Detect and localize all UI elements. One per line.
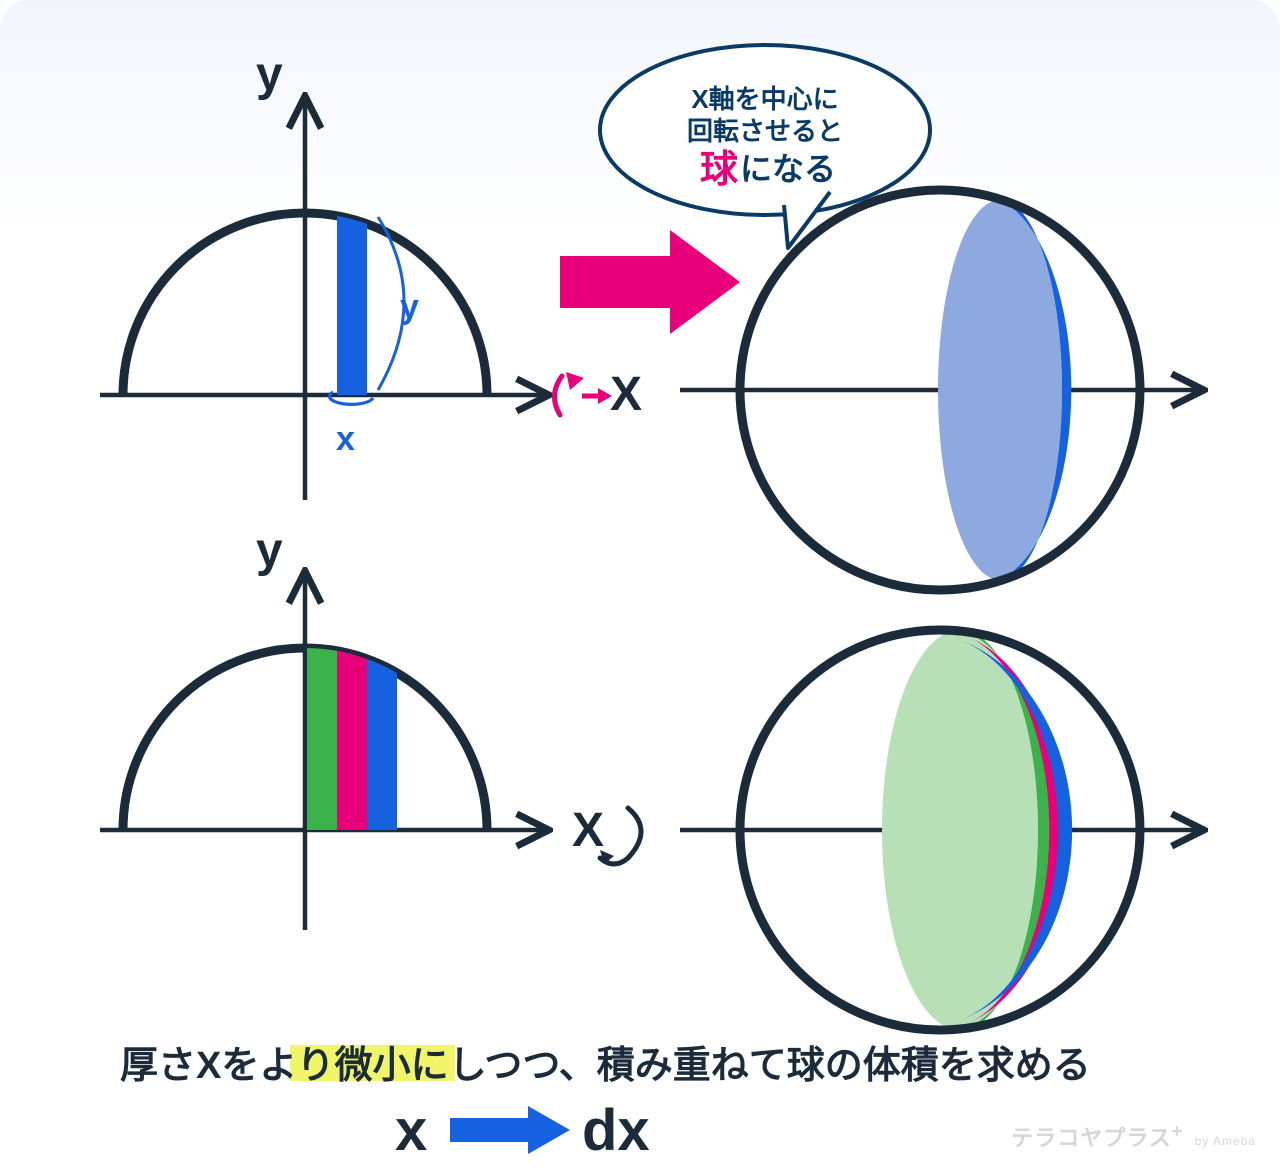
watermark-main: テラコヤプラス: [1011, 1125, 1172, 1150]
speech-bubble: X軸を中心に 回転させると 球 になる: [600, 45, 930, 248]
formula-dx: dx: [582, 1098, 650, 1163]
bubble-line1: X軸を中心に: [691, 84, 838, 114]
bot-slice-green: [307, 620, 337, 830]
diagram-svg: y X x y X軸を中心に 回転させると 球 になる: [0, 0, 1280, 1170]
bubble-emph2: になる: [740, 151, 836, 187]
watermark: テラコヤプラス+ by Ameba: [1011, 1120, 1256, 1152]
bot-x-axis-label: X: [572, 804, 604, 857]
bubble-emph1: 球: [700, 149, 739, 191]
big-magenta-arrow: [560, 230, 740, 334]
bot-disk-green-light: [882, 630, 1038, 1030]
caption-pre: 厚さXを: [120, 1045, 259, 1087]
watermark-sub: by Ameba: [1195, 1134, 1256, 1148]
formula: x dx: [395, 1098, 650, 1163]
rotation-glyph-icon: [554, 372, 612, 415]
bubble-line2: 回転させると: [687, 116, 843, 146]
top-x-axis-label: X: [610, 368, 642, 421]
caption-highlight: より微小: [259, 1045, 410, 1087]
top-sphere-disk-light: [938, 200, 1062, 580]
caption-post: にしつつ、積み重ねて球の体積を求める: [411, 1045, 1091, 1087]
diagram-canvas: y X x y X軸を中心に 回転させると 球 になる: [0, 0, 1280, 1170]
formula-x: x: [395, 1098, 427, 1163]
bot-slice-blue: [367, 620, 397, 830]
top-x-small-label: x: [336, 420, 355, 458]
svg-text:厚さXをより微小にしつつ、積み重ねて球の体積を求める: 厚さXをより微小にしつつ、積み重ねて球の体積を求める: [120, 1045, 1091, 1087]
caption-line: 厚さXをより微小にしつつ、積み重ねて球の体積を求める: [120, 1045, 1091, 1087]
top-y-axis-label: y: [256, 48, 283, 101]
bot-y-axis-label: y: [256, 524, 283, 577]
formula-arrow-icon: [450, 1106, 570, 1154]
